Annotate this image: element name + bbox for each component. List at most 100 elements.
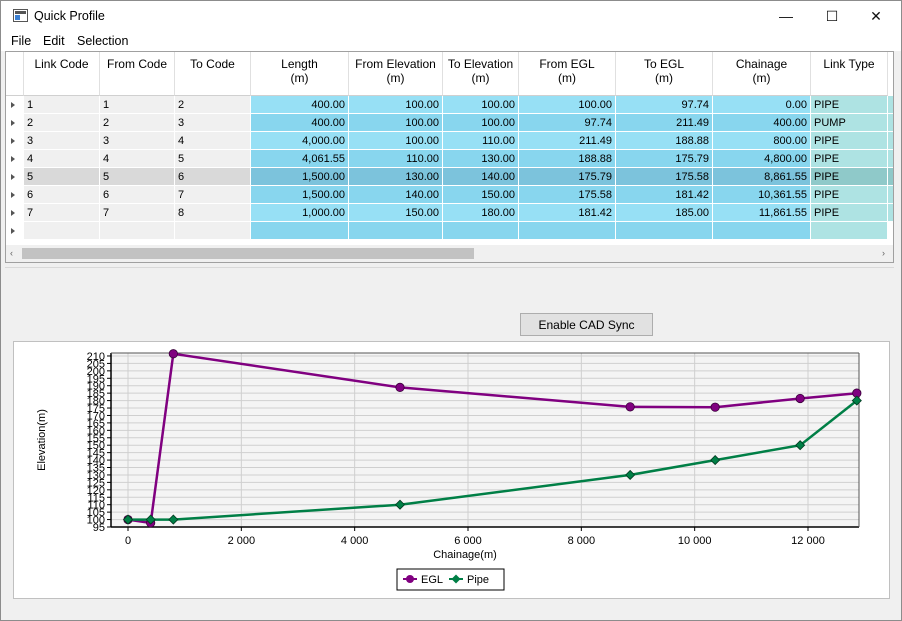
grid-cell[interactable]: 188.88: [519, 150, 616, 168]
grid-cell[interactable]: 400.00: [713, 114, 811, 132]
maximize-button[interactable]: ☐: [825, 7, 839, 24]
grid-cell[interactable]: PUMP: [811, 114, 888, 132]
grid-cell[interactable]: 1,500.00: [251, 168, 349, 186]
grid-cell[interactable]: 7: [24, 204, 100, 222]
grid-cell[interactable]: 6: [100, 186, 175, 204]
grid-cell[interactable]: 7: [175, 186, 251, 204]
scroll-right-icon[interactable]: ›: [882, 248, 885, 258]
new-row-cell[interactable]: [519, 222, 616, 240]
column-header-7[interactable]: To EGL (m): [616, 52, 713, 96]
column-header-9[interactable]: Link Type: [811, 52, 888, 96]
grid-cell[interactable]: 181.42: [616, 186, 713, 204]
grid-cell[interactable]: 0.00: [713, 96, 811, 114]
grid-cell[interactable]: 185.00: [616, 204, 713, 222]
grid-cell[interactable]: 130.00: [443, 150, 519, 168]
grid-cell[interactable]: 97.74: [519, 114, 616, 132]
grid-cell[interactable]: 1: [24, 96, 100, 114]
new-row-cell[interactable]: [713, 222, 811, 240]
grid-cell[interactable]: 140.00: [443, 168, 519, 186]
grid-cell[interactable]: 188.88: [616, 132, 713, 150]
grid-cell[interactable]: 175.79: [519, 168, 616, 186]
new-row-cell[interactable]: [175, 222, 251, 240]
grid-cell[interactable]: 180.00: [443, 204, 519, 222]
grid-cell[interactable]: 11,861.55: [713, 204, 811, 222]
title-bar[interactable]: Quick Profile — ☐ ✕: [1, 1, 901, 31]
new-row-cell[interactable]: [24, 222, 100, 240]
new-row-cell[interactable]: [811, 222, 888, 240]
row-header[interactable]: [6, 150, 24, 168]
new-row-cell[interactable]: [443, 222, 519, 240]
grid-cell[interactable]: 400.00: [251, 114, 349, 132]
row-header[interactable]: [6, 186, 24, 204]
row-header[interactable]: [6, 114, 24, 132]
grid-cell[interactable]: 140.00: [349, 186, 443, 204]
grid-cell[interactable]: 8,861.55: [713, 168, 811, 186]
grid-cell[interactable]: 3: [175, 114, 251, 132]
grid-cell[interactable]: 5: [175, 150, 251, 168]
column-header-0[interactable]: Link Code: [24, 52, 100, 96]
enable-cad-sync-button[interactable]: Enable CAD Sync: [520, 313, 653, 336]
row-header[interactable]: [6, 96, 24, 114]
close-button[interactable]: ✕: [870, 7, 882, 24]
column-header-2[interactable]: To Code: [175, 52, 251, 96]
grid-cell[interactable]: 211.49: [519, 132, 616, 150]
new-row-header[interactable]: [6, 222, 24, 240]
menu-edit[interactable]: Edit: [43, 34, 65, 48]
grid-cell[interactable]: 100.00: [443, 114, 519, 132]
grid-cell[interactable]: 2: [100, 114, 175, 132]
grid-cell[interactable]: 3: [100, 132, 175, 150]
grid-cell[interactable]: 175.79: [616, 150, 713, 168]
grid-cell[interactable]: 4: [175, 132, 251, 150]
scrollbar-thumb[interactable]: [22, 248, 474, 259]
grid-cell[interactable]: 2: [24, 114, 100, 132]
grid-cell[interactable]: 100.00: [443, 96, 519, 114]
grid-cell[interactable]: 400.00: [251, 96, 349, 114]
grid-cell[interactable]: 150.00: [349, 204, 443, 222]
column-header-1[interactable]: From Code: [100, 52, 175, 96]
grid-cell[interactable]: 6: [24, 186, 100, 204]
new-row-cell[interactable]: [251, 222, 349, 240]
row-header[interactable]: [6, 132, 24, 150]
horizontal-scrollbar[interactable]: ‹ ›: [6, 245, 893, 262]
grid-cell[interactable]: 175.58: [519, 186, 616, 204]
grid-cell[interactable]: 4,800.00: [713, 150, 811, 168]
new-row-cell[interactable]: [100, 222, 175, 240]
grid-cell[interactable]: 6: [175, 168, 251, 186]
grid-cell[interactable]: PIPE: [811, 150, 888, 168]
grid-cell[interactable]: 100.00: [349, 132, 443, 150]
grid-cell[interactable]: 5: [100, 168, 175, 186]
profile-data-grid[interactable]: Link Code From Code To Code Length (m) From E…: [5, 51, 894, 263]
grid-cell[interactable]: 211.49: [616, 114, 713, 132]
grid-cell[interactable]: 100.00: [349, 114, 443, 132]
grid-cell[interactable]: 800.00: [713, 132, 811, 150]
grid-cell[interactable]: PIPE: [811, 168, 888, 186]
grid-cell[interactable]: 1: [100, 96, 175, 114]
grid-cell[interactable]: 4: [24, 150, 100, 168]
grid-cell[interactable]: 97.74: [616, 96, 713, 114]
grid-cell[interactable]: 181.42: [519, 204, 616, 222]
column-header-4[interactable]: From Elevation (m): [349, 52, 443, 96]
grid-cell[interactable]: PIPE: [811, 186, 888, 204]
scroll-left-icon[interactable]: ‹: [10, 248, 13, 258]
menu-file[interactable]: File: [11, 34, 32, 48]
grid-cell[interactable]: 1,500.00: [251, 186, 349, 204]
grid-cell[interactable]: 150.00: [443, 186, 519, 204]
grid-cell[interactable]: 10,361.55: [713, 186, 811, 204]
column-header-8[interactable]: Chainage (m): [713, 52, 811, 96]
new-row-cell[interactable]: [349, 222, 443, 240]
grid-cell[interactable]: 110.00: [349, 150, 443, 168]
column-header-6[interactable]: From EGL (m): [519, 52, 616, 96]
grid-cell[interactable]: 4,061.55: [251, 150, 349, 168]
grid-cell[interactable]: 130.00: [349, 168, 443, 186]
grid-cell[interactable]: 5: [24, 168, 100, 186]
grid-cell[interactable]: 3: [24, 132, 100, 150]
grid-cell[interactable]: 4: [100, 150, 175, 168]
grid-cell[interactable]: 2: [175, 96, 251, 114]
row-header[interactable]: [6, 168, 24, 186]
grid-cell[interactable]: 8: [175, 204, 251, 222]
column-header-5[interactable]: To Elevation (m): [443, 52, 519, 96]
grid-cell[interactable]: 1,000.00: [251, 204, 349, 222]
grid-cell[interactable]: 4,000.00: [251, 132, 349, 150]
grid-cell[interactable]: 100.00: [519, 96, 616, 114]
grid-cell[interactable]: 175.58: [616, 168, 713, 186]
